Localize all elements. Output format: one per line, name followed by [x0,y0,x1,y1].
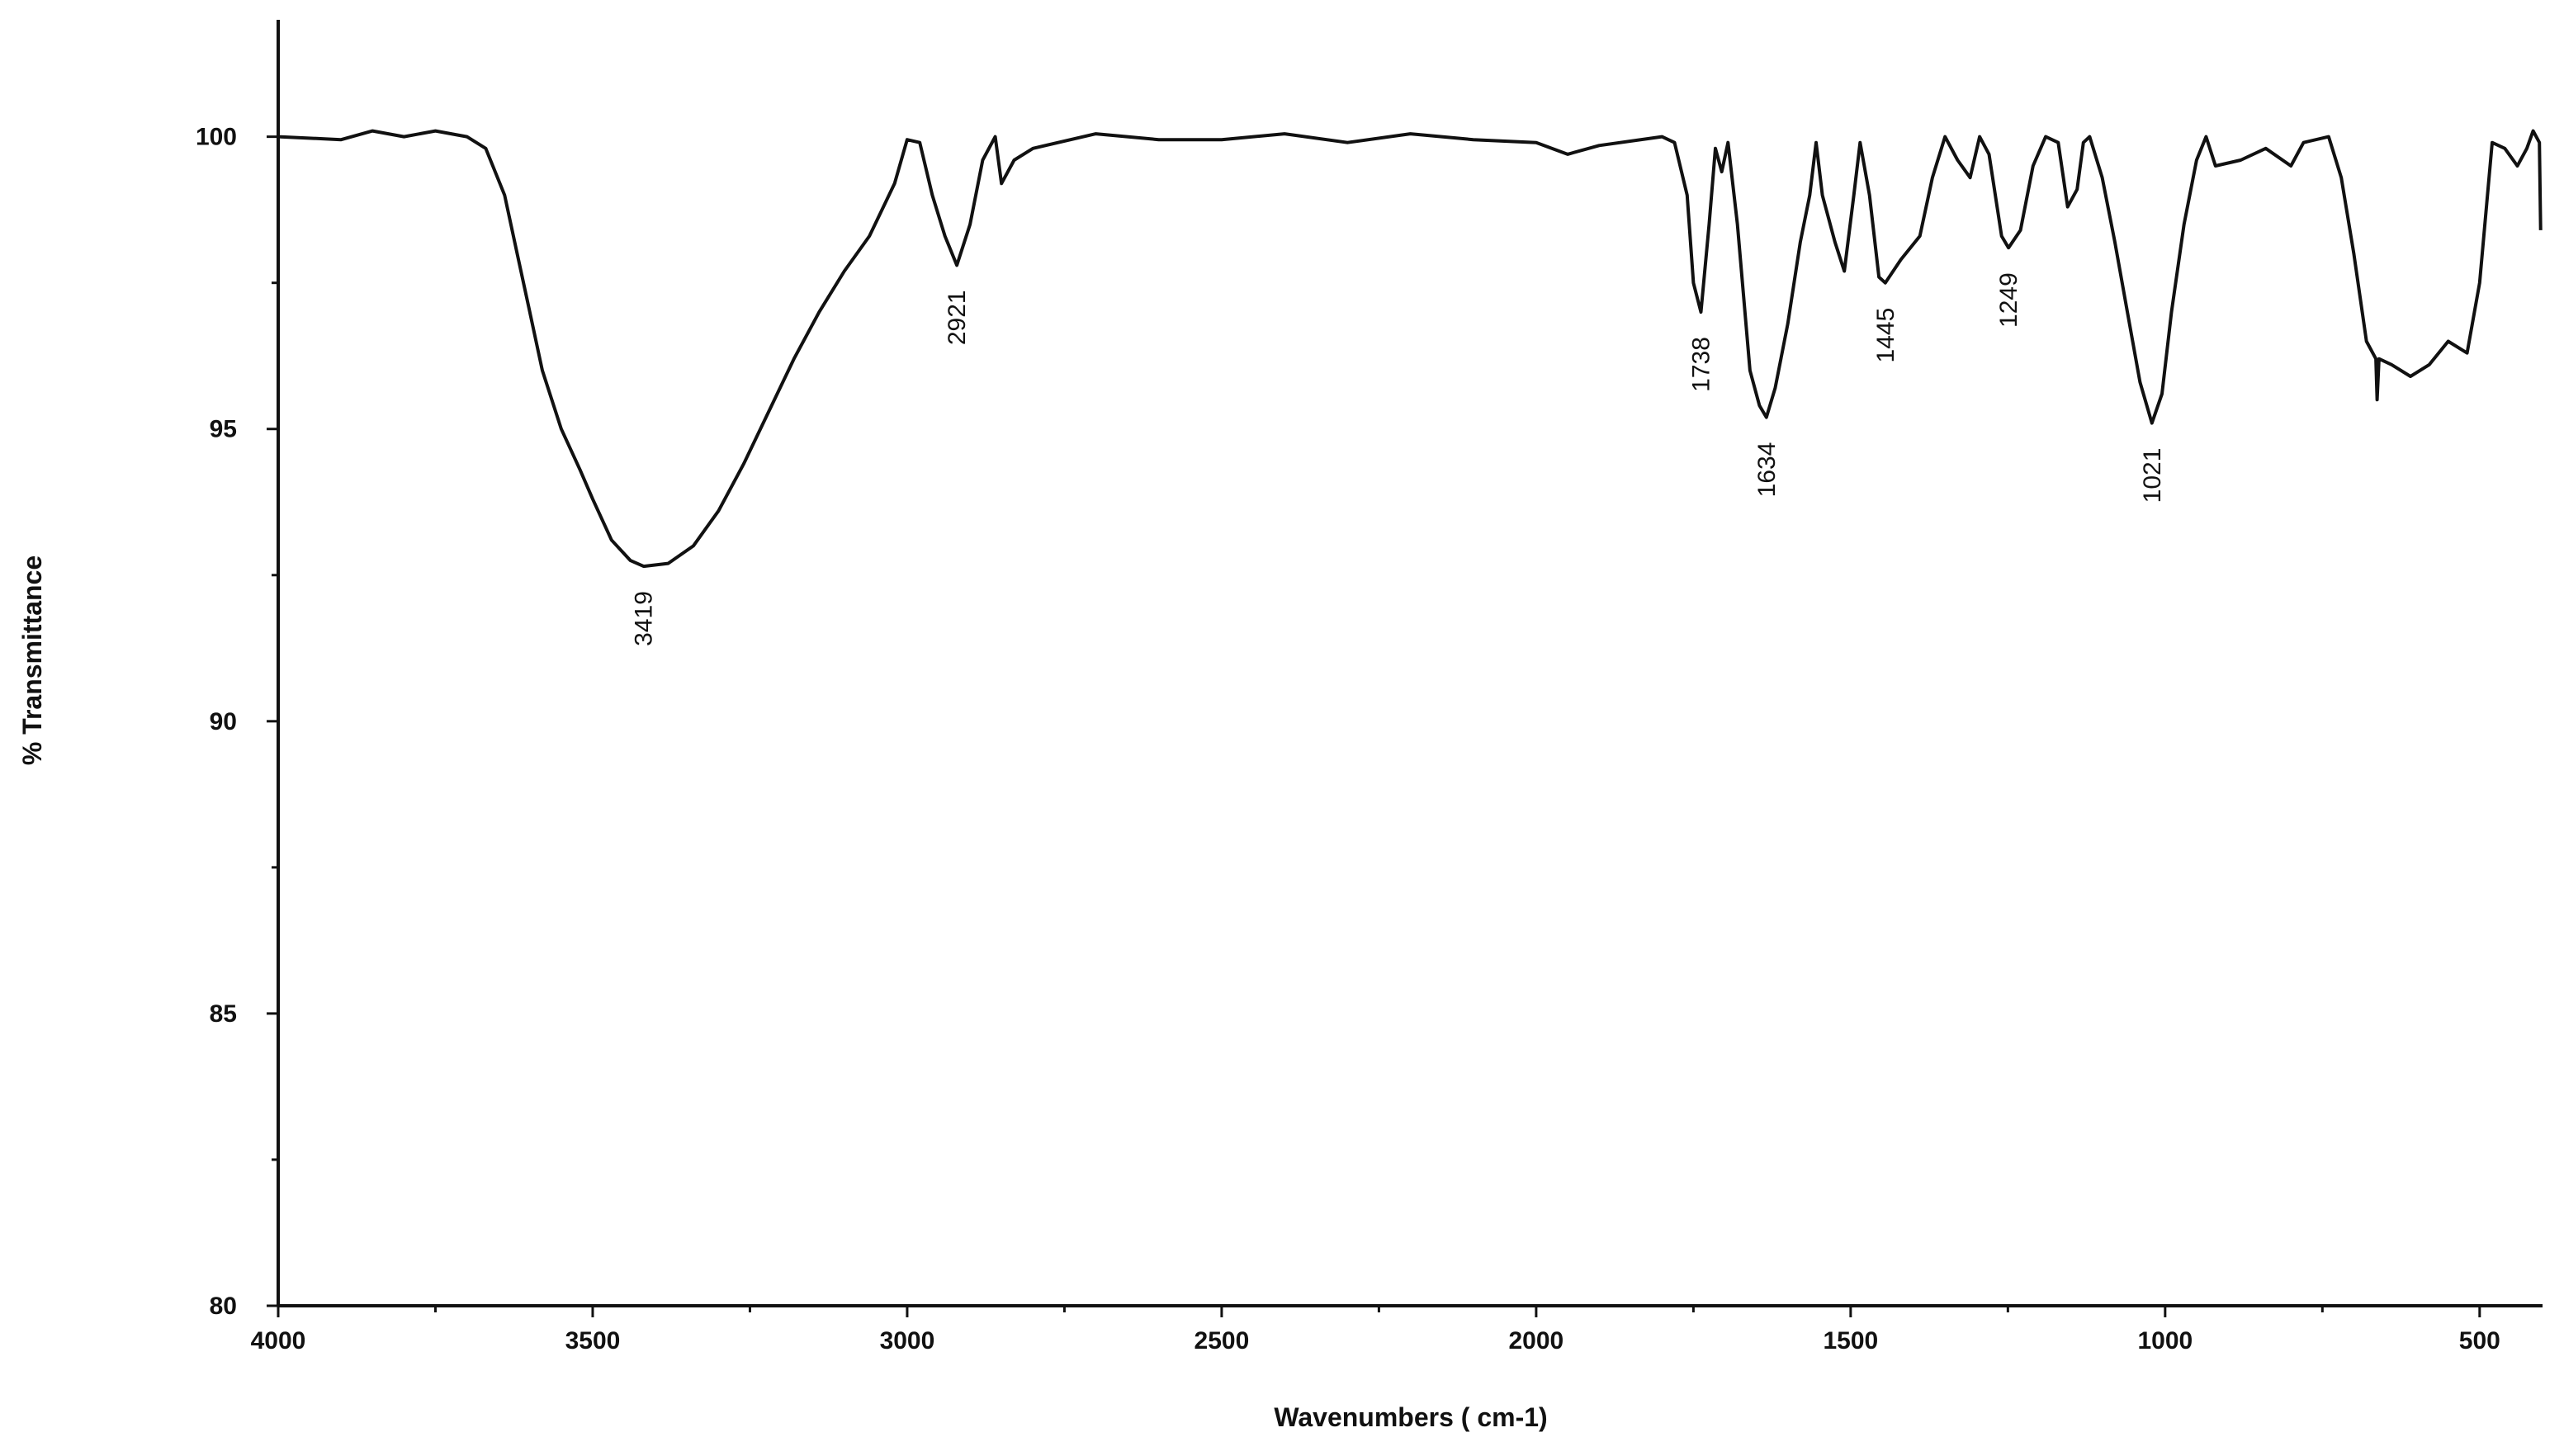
peak-label: 1634 [1753,442,1781,498]
peak-label: 1249 [1995,272,2022,328]
y-tick-label: 90 [210,708,237,735]
peak-label: 3419 [631,591,658,646]
x-tick-label: 3500 [565,1327,621,1354]
x-tick-label: 3000 [880,1327,935,1354]
y-tick-label: 95 [210,416,237,443]
y-tick-label: 80 [210,1293,237,1320]
x-tick-label: 500 [2459,1327,2500,1354]
x-tick-label: 1500 [1823,1327,1878,1354]
x-axis-title: Wavenumbers ( cm-1) [1274,1402,1547,1432]
y-tick-label: 85 [210,1000,237,1028]
y-axis-title: % Transmittance [17,555,47,765]
x-tick-label: 1000 [2137,1327,2193,1354]
peak-label: 1445 [1872,308,1899,363]
y-tick-label: 100 [196,124,237,151]
peak-label: 1738 [1688,337,1715,392]
spectrum-line [277,129,2543,569]
peak-label: 1021 [2139,448,2166,503]
x-tick-label: 2000 [1509,1327,1564,1354]
peak-label: 2921 [944,290,971,345]
x-tick-label: 2500 [1194,1327,1250,1354]
x-tick-label: 4000 [251,1327,306,1354]
